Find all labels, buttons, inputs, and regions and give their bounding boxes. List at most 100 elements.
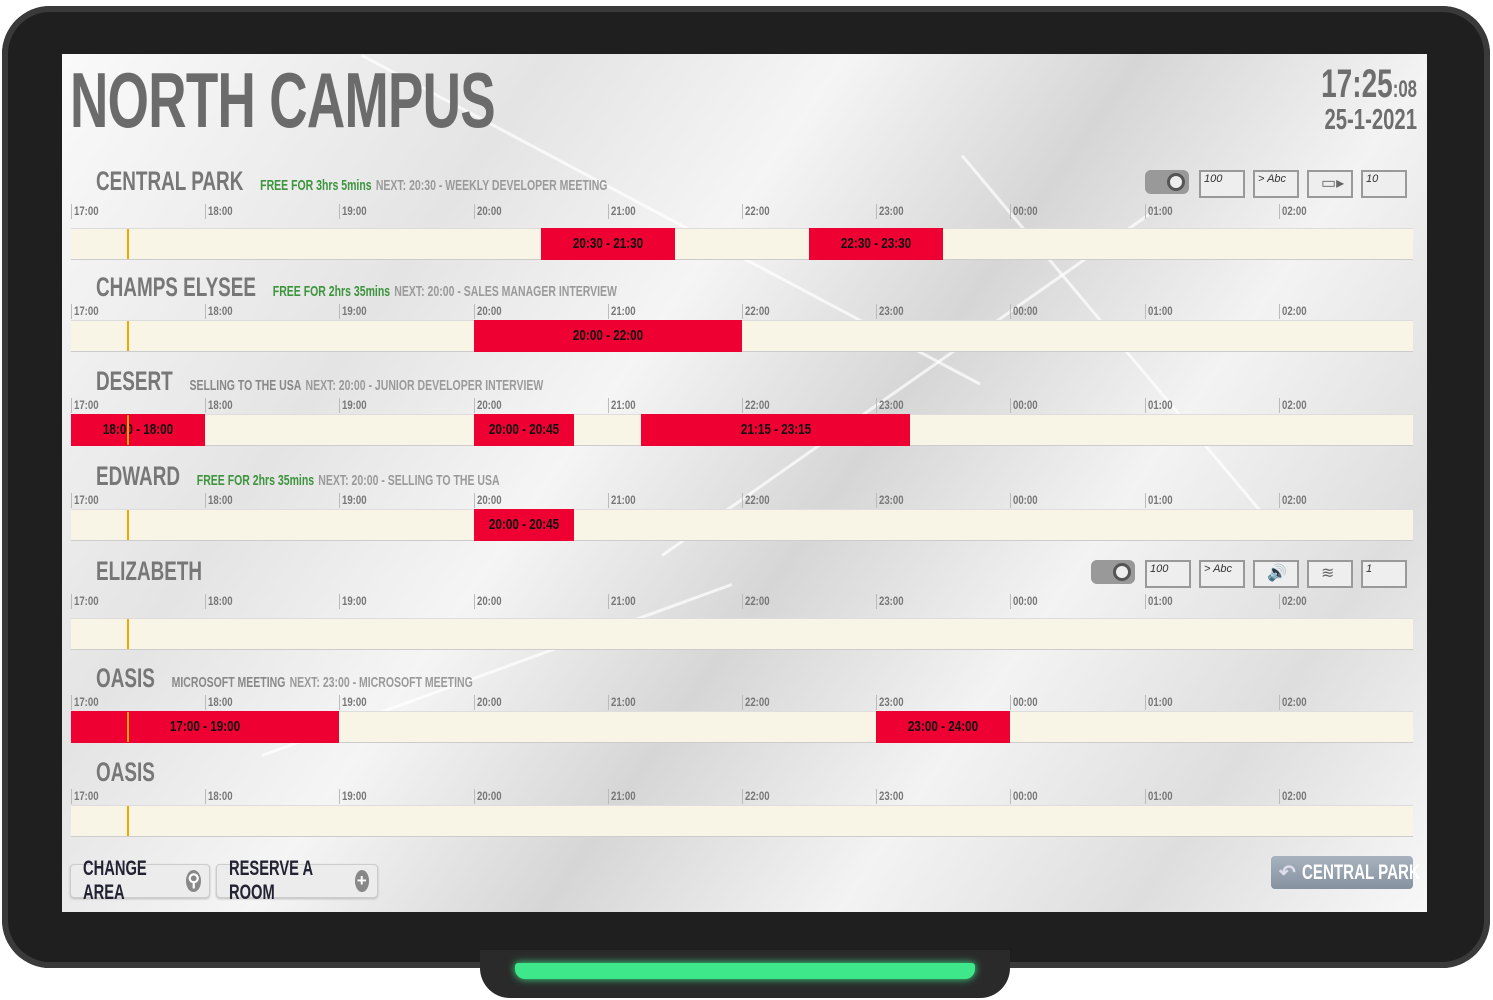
back-arrow-icon: ↶ [1279, 862, 1296, 884]
booking-block[interactable]: 17:00 - 19:00 [71, 711, 340, 743]
hour-tick: 23:00 [876, 398, 910, 413]
display-icon: > Abc [1199, 560, 1245, 588]
hour-tick: 19:00 [339, 398, 373, 413]
room-timeline[interactable]: 20:00 - 22:00 [71, 320, 1413, 352]
timeline-ticks: 17:00 18:00 19:00 20:00 21:00 22:00 23:00 00:00… [71, 304, 1413, 319]
hour-tick: 17:00 [71, 398, 105, 413]
display-icon: > Abc [1253, 170, 1299, 198]
reserve-room-button[interactable]: RESERVE A ROOM + [216, 857, 378, 904]
next-meeting: NEXT: 20:00 - SELLING TO THE USA [318, 472, 500, 489]
hour-tick: 01:00 [1144, 204, 1179, 219]
room-display-screen: NORTH CAMPUS 17:25:08 25-1-2021 CENTRAL … [62, 54, 1427, 912]
next-meeting: NEXT: 20:30 - WEEKLY DEVELOPER MEETING [375, 177, 608, 194]
hour-tick: 02:00 [1278, 304, 1313, 319]
plus-icon: + [354, 870, 369, 892]
hour-tick: 23:00 [876, 594, 910, 609]
room-timeline[interactable]: 20:30 - 21:30 22:30 - 23:30 [71, 228, 1413, 260]
room-status-info: FREE FOR 2hrs 35mins NEXT: 20:00 - SELLIN… [197, 473, 500, 488]
speaker-icon: 🔊 [1253, 560, 1299, 588]
booking-block[interactable]: 20:00 - 22:00 [473, 320, 742, 352]
hour-tick: 01:00 [1144, 789, 1179, 804]
search-icon: ⚲ [186, 870, 201, 892]
room-status: MICROSOFT MEETING [171, 674, 286, 691]
room-header: CHAMPS ELYSEE FREE FOR 2hrs 35mins NEXT: 2… [96, 274, 617, 301]
room-name: EDWARD [96, 461, 180, 491]
hour-tick: 17:00 [71, 695, 105, 710]
hour-tick: 01:00 [1144, 594, 1179, 609]
booking-block[interactable]: 23:00 - 24:00 [876, 711, 1011, 743]
hour-tick: 00:00 [1010, 789, 1044, 804]
hour-tick: 21:00 [607, 493, 642, 508]
room-status: FREE FOR 2hrs 35mins [272, 283, 391, 300]
hour-tick: 02:00 [1278, 398, 1313, 413]
next-meeting: NEXT: 23:00 - MICROSOFT MEETING [289, 674, 473, 691]
amenities-list: 100 > Abc ▭▸ 10 [1145, 170, 1407, 198]
timeline-ticks: 17:00 18:00 19:00 20:00 21:00 22:00 23:00 00:00… [71, 594, 1413, 609]
timeline-ticks: 17:00 18:00 19:00 20:00 21:00 22:00 23:00 00:00… [71, 493, 1413, 508]
booking-block[interactable]: 18:00 - 18:00 [71, 414, 206, 446]
current-time-marker [126, 510, 129, 540]
room-timeline[interactable] [71, 805, 1413, 837]
video-camera-icon: ▭▸ [1307, 170, 1353, 198]
hour-tick: 23:00 [876, 204, 910, 219]
hour-tick: 20:00 [473, 398, 508, 413]
capacity-icon: 10 [1361, 170, 1407, 198]
room-status: FREE FOR 2hrs 35mins [196, 472, 315, 489]
hour-tick: 19:00 [339, 789, 373, 804]
hour-tick: 02:00 [1278, 695, 1313, 710]
booking-block[interactable]: 22:30 - 23:30 [809, 228, 944, 260]
hour-tick: 02:00 [1278, 204, 1313, 219]
hour-tick: 01:00 [1144, 304, 1179, 319]
clock-seconds: :08 [1392, 76, 1417, 103]
back-to-room-button[interactable]: ↶ CENTRAL PARK [1271, 856, 1420, 889]
room-name: CENTRAL PARK [96, 166, 244, 196]
timeline-ticks: 17:00 18:00 19:00 20:00 21:00 22:00 23:00 00:00… [71, 789, 1413, 804]
hour-tick: 20:00 [473, 594, 508, 609]
room-header: ELIZABETH [96, 558, 202, 585]
clock-date: 25-1-2021 [1324, 104, 1417, 136]
room-status: FREE FOR 3hrs 5mins [260, 177, 372, 194]
hour-tick: 00:00 [1010, 695, 1044, 710]
room-name: OASIS [96, 757, 155, 787]
hour-tick: 17:00 [71, 789, 105, 804]
hour-tick: 00:00 [1010, 398, 1044, 413]
room-timeline[interactable]: 20:00 - 20:45 [71, 509, 1413, 541]
room-header: DESERT SELLING TO THE USA NEXT: 20:00 - JU… [96, 368, 543, 395]
hour-tick: 17:00 [71, 304, 105, 319]
hour-tick: 18:00 [205, 789, 239, 804]
room-header: OASIS [96, 759, 155, 786]
wifi-icon: ≋ [1307, 560, 1353, 588]
hour-tick: 23:00 [876, 493, 910, 508]
page-title: NORTH CAMPUS [70, 56, 496, 144]
hour-tick: 23:00 [876, 789, 910, 804]
hour-tick: 21:00 [607, 398, 642, 413]
hour-tick: 19:00 [339, 493, 373, 508]
hour-tick: 22:00 [742, 204, 776, 219]
hour-tick: 01:00 [1144, 398, 1179, 413]
booking-block[interactable]: 20:30 - 21:30 [540, 228, 675, 260]
hour-tick: 18:00 [205, 695, 239, 710]
booking-block[interactable]: 20:00 - 20:45 [473, 414, 575, 446]
room-header: CENTRAL PARK FREE FOR 3hrs 5mins NEXT: 20:… [96, 168, 607, 195]
hour-tick: 22:00 [742, 695, 776, 710]
booking-block[interactable]: 21:15 - 23:15 [641, 414, 910, 446]
hour-tick: 19:00 [339, 594, 373, 609]
status-led [515, 963, 975, 979]
room-timeline[interactable] [71, 618, 1413, 650]
hour-tick: 18:00 [205, 594, 239, 609]
next-meeting: NEXT: 20:00 - JUNIOR DEVELOPER INTERVIEW [305, 377, 544, 394]
whiteboard-icon: 100 [1145, 560, 1191, 588]
room-timeline[interactable]: 17:00 - 19:00 23:00 - 24:00 [71, 711, 1413, 743]
change-area-button[interactable]: CHANGE AREA ⚲ [70, 857, 210, 904]
room-status-info: SELLING TO THE USA NEXT: 20:00 - JUNIOR D… [189, 378, 543, 393]
room-timeline[interactable]: 18:00 - 18:00 20:00 - 20:45 21:15 - 23:15 [71, 414, 1413, 446]
timeline-ticks: 17:00 18:00 19:00 20:00 21:00 22:00 23:00 00:00… [71, 695, 1413, 710]
room-status: SELLING TO THE USA [189, 377, 302, 394]
hour-tick: 00:00 [1010, 594, 1044, 609]
projector-icon [1091, 560, 1137, 588]
hour-tick: 00:00 [1010, 204, 1044, 219]
hour-tick: 18:00 [205, 304, 239, 319]
hour-tick: 20:00 [473, 789, 508, 804]
booking-block[interactable]: 20:00 - 20:45 [473, 509, 575, 541]
clock: 17:25:08 25-1-2021 [1280, 64, 1417, 135]
